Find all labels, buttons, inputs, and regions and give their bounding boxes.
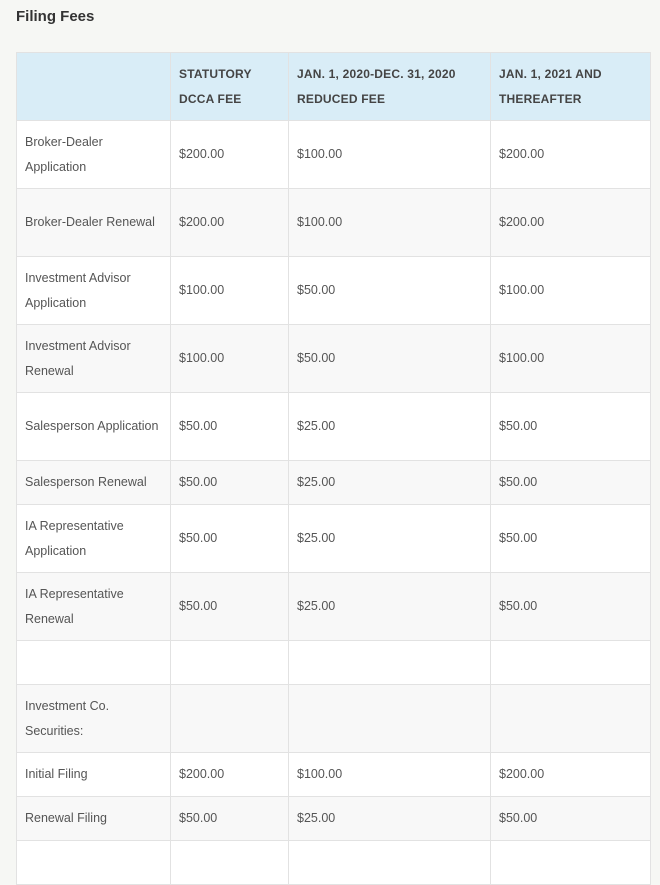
- fee-type-cell: Investment Advisor Renewal: [16, 324, 171, 393]
- table-row: [16, 640, 651, 685]
- table-row: IA Representative Application $50.00 $25.0…: [16, 504, 651, 573]
- statutory-fee-cell: $200.00: [170, 120, 289, 189]
- table-row: IA Representative Renewal $50.00 $25.00 $50…: [16, 572, 651, 641]
- statutory-fee-cell: $50.00: [170, 572, 289, 641]
- reduced-fee-cell: $50.00: [288, 324, 491, 393]
- after-2021-fee-cell: $50.00: [490, 392, 651, 461]
- fee-type-cell: [16, 840, 171, 885]
- after-2021-fee-cell: $50.00: [490, 572, 651, 641]
- reduced-fee-cell: [288, 840, 491, 885]
- table-row: Salesperson Renewal $50.00 $25.00 $50.00: [16, 460, 651, 505]
- reduced-fee-cell: $100.00: [288, 120, 491, 189]
- filing-fees-table: STATUTORY DCCA FEE JAN. 1, 2020-DEC. 31,…: [16, 52, 651, 885]
- fee-type-cell: Initial Filing: [16, 752, 171, 797]
- fee-type-cell: IA Representative Renewal: [16, 572, 171, 641]
- table-row: Salesperson Application $50.00 $25.00 $50.0…: [16, 392, 651, 461]
- table-row: [16, 840, 651, 885]
- fee-type-cell: Salesperson Application: [16, 392, 171, 461]
- fee-type-cell: IA Representative Application: [16, 504, 171, 573]
- after-2021-fee-cell: [490, 840, 651, 885]
- after-2021-fee-cell: [490, 684, 651, 753]
- after-2021-fee-cell: $100.00: [490, 256, 651, 325]
- after-2021-fee-cell: $50.00: [490, 504, 651, 573]
- table-row: Renewal Filing $50.00 $25.00 $50.00: [16, 796, 651, 841]
- header-after: JAN. 1, 2021 AND THEREAFTER: [490, 52, 651, 121]
- reduced-fee-cell: [288, 640, 491, 685]
- statutory-fee-cell: $100.00: [170, 256, 289, 325]
- statutory-fee-cell: $50.00: [170, 796, 289, 841]
- fee-type-cell: Broker-Dealer Renewal: [16, 188, 171, 257]
- statutory-fee-cell: $100.00: [170, 324, 289, 393]
- fee-type-cell: [16, 640, 171, 685]
- reduced-fee-cell: $100.00: [288, 188, 491, 257]
- reduced-fee-cell: $25.00: [288, 572, 491, 641]
- fee-type-cell: Salesperson Renewal: [16, 460, 171, 505]
- table-row: Investment Advisor Renewal $100.00 $50.00 $…: [16, 324, 651, 393]
- after-2021-fee-cell: $200.00: [490, 120, 651, 189]
- statutory-fee-cell: $200.00: [170, 752, 289, 797]
- statutory-fee-cell: $50.00: [170, 504, 289, 573]
- table-row: Investment Co. Securities:: [16, 684, 651, 753]
- after-2021-fee-cell: [490, 640, 651, 685]
- statutory-fee-cell: [170, 640, 289, 685]
- fee-type-cell: Investment Co. Securities:: [16, 684, 171, 753]
- statutory-fee-cell: $50.00: [170, 460, 289, 505]
- reduced-fee-cell: $25.00: [288, 392, 491, 461]
- after-2021-fee-cell: $200.00: [490, 752, 651, 797]
- reduced-fee-cell: $25.00: [288, 460, 491, 505]
- reduced-fee-cell: $50.00: [288, 256, 491, 325]
- header-statutory: STATUTORY DCCA FEE: [170, 52, 289, 121]
- after-2021-fee-cell: $200.00: [490, 188, 651, 257]
- table-row: Initial Filing $200.00 $100.00 $200.00: [16, 752, 651, 797]
- after-2021-fee-cell: $50.00: [490, 796, 651, 841]
- table-header-row: STATUTORY DCCA FEE JAN. 1, 2020-DEC. 31,…: [16, 52, 651, 121]
- table-row: Broker-Dealer Renewal $200.00 $100.00 $200.…: [16, 188, 651, 257]
- fee-type-cell: Broker-Dealer Application: [16, 120, 171, 189]
- fee-type-cell: Investment Advisor Application: [16, 256, 171, 325]
- table-row: Investment Advisor Application $100.00 $50…: [16, 256, 651, 325]
- reduced-fee-cell: $100.00: [288, 752, 491, 797]
- reduced-fee-cell: $25.00: [288, 504, 491, 573]
- after-2021-fee-cell: $50.00: [490, 460, 651, 505]
- reduced-fee-cell: $25.00: [288, 796, 491, 841]
- after-2021-fee-cell: $100.00: [490, 324, 651, 393]
- reduced-fee-cell: [288, 684, 491, 753]
- statutory-fee-cell: $200.00: [170, 188, 289, 257]
- fee-type-cell: Renewal Filing: [16, 796, 171, 841]
- header-label: [16, 52, 171, 121]
- page-title: Filing Fees: [16, 8, 95, 25]
- statutory-fee-cell: [170, 840, 289, 885]
- header-reduced: JAN. 1, 2020-DEC. 31, 2020 REDUCED FEE: [288, 52, 491, 121]
- statutory-fee-cell: [170, 684, 289, 753]
- statutory-fee-cell: $50.00: [170, 392, 289, 461]
- table-row: Broker-Dealer Application $200.00 $100.00 $…: [16, 120, 651, 189]
